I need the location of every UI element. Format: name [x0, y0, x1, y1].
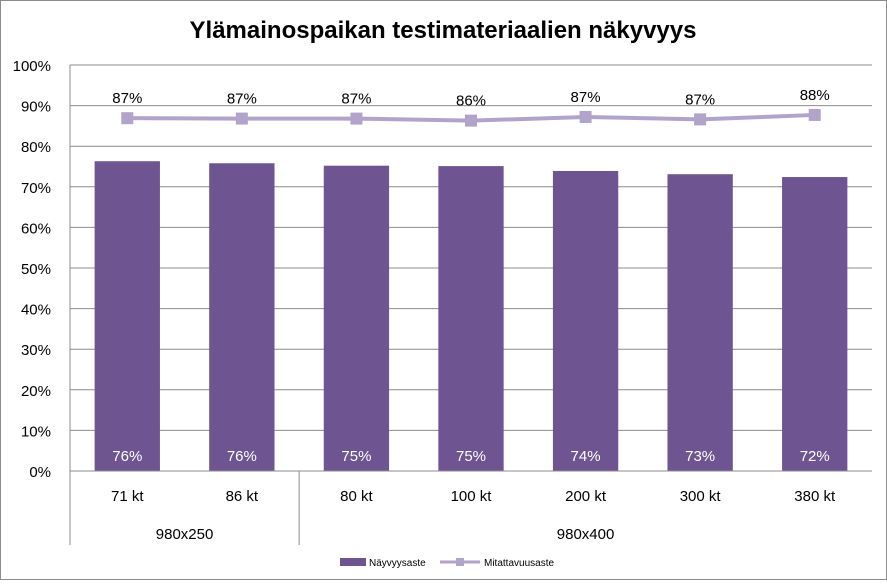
y-tick-label: 0%: [29, 464, 51, 481]
bar: [667, 174, 733, 472]
line-marker: [808, 108, 821, 121]
legend-swatch: [340, 558, 366, 566]
axis-layer: 0% 10% 20% 30% 40% 50% 60% 70% 80% 90% 100% 71 kt 86…: [13, 58, 872, 545]
bar: [323, 165, 390, 472]
bar: [209, 163, 275, 471]
y-tick-label: 40%: [21, 302, 51, 319]
y-tick-label: 80%: [21, 139, 51, 156]
x-tick-label: 200 kt: [565, 488, 607, 505]
x-tick-label: 71 kt: [111, 488, 144, 505]
x-tick-label: 380 kt: [794, 488, 836, 505]
bar-data-label: 76%: [227, 448, 257, 465]
line-marker: [235, 112, 248, 125]
y-tick-label: 30%: [21, 342, 51, 359]
bar-layer: 76% 76% 75% 75% 74% 73% 72%: [94, 161, 848, 472]
line-marker: [121, 112, 134, 125]
legend-item-line: Mitattavuusaste: [440, 558, 554, 569]
bar-data-label: 74%: [571, 448, 601, 465]
bar-data-label: 72%: [800, 448, 830, 465]
y-tick-label: 20%: [21, 383, 51, 400]
line-data-label: 86%: [456, 93, 486, 110]
chart-title: Ylämainospaikan testimateriaalien näkyvy…: [190, 17, 697, 44]
line-data-label: 87%: [112, 90, 142, 107]
bar: [438, 166, 504, 471]
legend-marker: [456, 558, 464, 566]
y-tick-label: 10%: [21, 423, 51, 440]
legend-item-bar: Näyvyysaste: [340, 558, 426, 569]
bar: [552, 170, 619, 471]
y-tick-label: 70%: [21, 180, 51, 197]
line-data-label: 87%: [227, 91, 257, 108]
y-tick-label: 100%: [13, 58, 51, 75]
x-tick-label: 86 kt: [226, 488, 259, 505]
legend: Näyvyysaste Mitattavuusaste: [340, 558, 554, 569]
bar-data-label: 76%: [112, 448, 142, 465]
line-marker: [694, 113, 707, 126]
line-data-label: 87%: [685, 91, 715, 108]
x-tick-label: 300 kt: [680, 488, 722, 505]
y-tick-label: 90%: [21, 99, 51, 116]
y-tick-label: 60%: [21, 220, 51, 237]
y-tick-label: 50%: [21, 261, 51, 278]
line-data-label: 88%: [800, 87, 830, 104]
x-tick-label: 80 kt: [340, 488, 373, 505]
line-layer: 87% 87% 87% 86% 87% 87% 88%: [112, 87, 830, 127]
bar-data-label: 75%: [456, 448, 486, 465]
bar: [94, 161, 160, 472]
bar: [782, 177, 848, 471]
line-marker: [350, 112, 363, 125]
legend-label: Mitattavuusaste: [484, 558, 554, 569]
legend-label: Näyvyysaste: [369, 558, 426, 569]
line-data-label: 87%: [571, 89, 601, 106]
line-marker: [579, 110, 592, 123]
x-group-label: 980x400: [557, 526, 615, 543]
line-marker: [465, 114, 477, 127]
bar-data-label: 75%: [341, 448, 371, 465]
x-group-label: 980x250: [156, 526, 214, 543]
x-tick-label: 100 kt: [451, 488, 493, 505]
bar-data-label: 73%: [685, 448, 715, 465]
line-data-label: 87%: [341, 91, 371, 108]
